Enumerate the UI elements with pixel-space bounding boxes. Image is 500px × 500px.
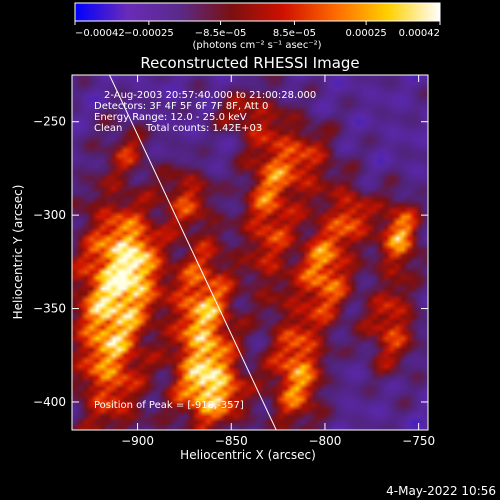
x-tick-label: −900 [121, 434, 154, 448]
heatmap-image [72, 75, 428, 430]
colorbar-tick-label: 0.00042 [399, 28, 440, 39]
colorbar-tick-label: 8.5e−05 [273, 28, 316, 39]
y-axis-label: Heliocentric Y (arcsec) [11, 185, 25, 320]
colorbar-tick-label: 0.00025 [345, 28, 386, 39]
solar-limb-line [109, 75, 277, 430]
x-tick-label: −750 [402, 434, 435, 448]
x-tick-label: −800 [308, 434, 341, 448]
x-tick-label: −850 [215, 434, 248, 448]
colorbar-gradient [75, 3, 440, 21]
chart-title: Reconstructed RHESSI Image [140, 54, 359, 72]
footer-date: 4-May-2022 10:56 [386, 484, 496, 498]
annotation-time-range: 2-Aug-2003 20:57:40.000 to 21:00:28.000 [104, 90, 316, 101]
annotation-peak-position: Position of Peak = [-918,-357] [94, 400, 244, 411]
colorbar: −0.00042 −0.00025 −8.5e−05 8.5e−05 0.00025 0.… [74, 2, 441, 51]
colorbar-ticks: −0.00042 −0.00025 −8.5e−05 8.5e−05 0.00025 0.… [74, 21, 441, 39]
plot-frame [71, 74, 429, 431]
colorbar-tick-label: −0.00042 [75, 28, 125, 39]
annotation-method: Clean [94, 123, 122, 134]
y-tick-label: −350 [33, 302, 66, 316]
y-tick-label: −400 [33, 395, 66, 409]
colorbar-tick-label: −0.00025 [124, 28, 174, 39]
y-axis-ticks: −250 −300 −350 −400 [33, 115, 428, 409]
annotation-energy-range: Energy Range: 12.0 - 25.0 keV [94, 112, 247, 123]
y-tick-label: −300 [33, 208, 66, 222]
x-axis-label: Heliocentric X (arcsec) [180, 448, 316, 462]
annotation-total-counts: Total counts: 1.42E+03 [145, 123, 262, 134]
colorbar-tick-label: −8.5e−05 [195, 28, 247, 39]
plot-area: −900 −850 −800 −750 −250 −300 −350 −400 2-Aug-… [33, 74, 435, 448]
colorbar-unit-label: (photons cm⁻² s⁻¹ asec⁻²) [192, 40, 321, 51]
y-tick-label: −250 [33, 115, 66, 129]
colorbar-border [74, 2, 441, 22]
x-axis-ticks: −900 −850 −800 −750 [121, 75, 435, 448]
annotation-detectors: Detectors: 3F 4F 5F 6F 7F 8F, Att 0 [94, 101, 268, 112]
